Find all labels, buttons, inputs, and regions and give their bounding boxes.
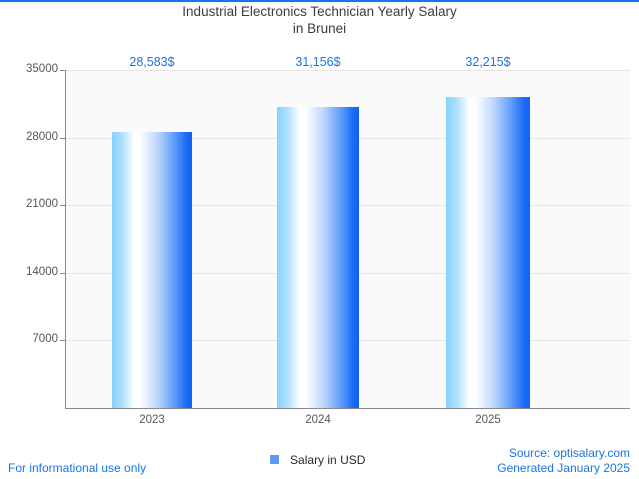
y-tick-label-21000: 21000 [26,198,58,211]
y-tick-label-14000: 14000 [26,265,58,278]
legend-item-label: Salary in USD [290,452,366,467]
x-tick-label-2024: 2024 [305,414,331,426]
bar-value-2023: 28,583$ [129,55,175,69]
disclaimer-text: For informational use only [8,461,147,475]
generated-text: Generated January 2025 [497,461,630,475]
plot-area [65,70,630,408]
y-tick-mark-28000 [60,137,65,139]
y-tick-mark-21000 [60,205,65,207]
bar-value-2024: 31,156$ [295,55,341,69]
x-tick-label-2023: 2023 [139,414,165,426]
top-accent-rule [0,0,639,2]
x-axis-line [65,408,630,409]
chart-legend: Salary in USD [0,448,639,472]
y-tick-mark-7000 [60,340,65,342]
x-tick-label-2025: 2025 [475,414,501,426]
gridline-35000 [65,70,630,71]
bar-value-2025: 32,215$ [465,55,511,69]
y-tick-label-28000: 28000 [26,130,58,143]
y-tick-label-35000: 35000 [26,63,58,75]
bar-2024[interactable] [277,107,359,408]
y-axis-line [65,70,66,408]
y-tick-mark-14000 [60,272,65,274]
bar-2025[interactable] [446,96,530,408]
legend-item-salary[interactable]: Salary in USD [261,448,378,472]
y-tick-label-7000: 7000 [32,333,58,346]
chart-title: Industrial Electronics Technician Yearly… [182,4,457,36]
source-text[interactable]: Source: optisalary.com [508,446,630,460]
bar-2023[interactable] [112,131,192,408]
legend-swatch-icon [269,455,279,465]
y-tick-mark-35000 [60,70,65,71]
source-block: Source: optisalary.com Generated January… [497,446,630,476]
